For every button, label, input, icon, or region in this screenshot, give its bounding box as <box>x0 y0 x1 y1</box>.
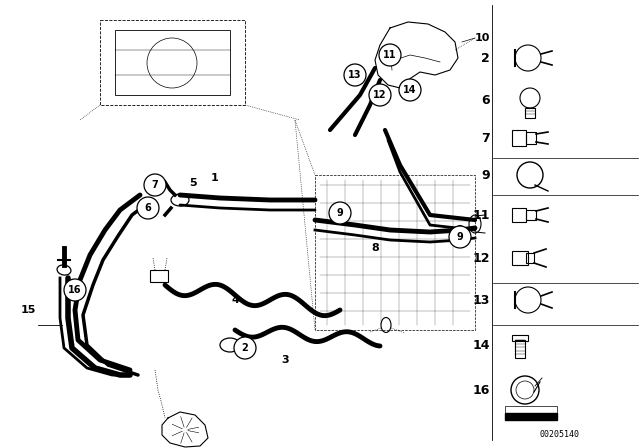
Text: 2: 2 <box>242 343 248 353</box>
Bar <box>115 30 230 95</box>
Bar <box>505 413 557 420</box>
Circle shape <box>234 337 256 359</box>
Bar <box>526 210 536 220</box>
Circle shape <box>344 64 366 86</box>
Text: 2: 2 <box>481 52 490 65</box>
Bar <box>526 253 534 263</box>
Circle shape <box>329 202 351 224</box>
Circle shape <box>64 279 86 301</box>
Circle shape <box>144 174 166 196</box>
Bar <box>512 130 526 146</box>
Text: 6: 6 <box>145 203 152 213</box>
Text: 9: 9 <box>481 168 490 181</box>
Bar <box>525 108 535 118</box>
Text: 5: 5 <box>189 178 197 188</box>
Bar <box>512 335 528 341</box>
Bar <box>526 132 536 144</box>
Text: 13: 13 <box>472 293 490 306</box>
Bar <box>515 340 525 358</box>
Circle shape <box>399 79 421 101</box>
Text: 15: 15 <box>20 305 36 315</box>
Text: 13: 13 <box>348 70 362 80</box>
Text: 6: 6 <box>481 94 490 107</box>
Text: 9: 9 <box>337 208 344 218</box>
Text: 00205140: 00205140 <box>540 430 580 439</box>
Bar <box>505 406 557 413</box>
Circle shape <box>449 226 471 248</box>
Text: 4: 4 <box>231 295 239 305</box>
Text: 7: 7 <box>481 132 490 145</box>
Text: 8: 8 <box>371 243 379 253</box>
Text: 16: 16 <box>472 383 490 396</box>
Text: 11: 11 <box>383 50 397 60</box>
Text: 10: 10 <box>475 33 490 43</box>
Text: 14: 14 <box>403 85 417 95</box>
Text: 9: 9 <box>456 232 463 242</box>
Text: 16: 16 <box>68 285 82 295</box>
Circle shape <box>369 84 391 106</box>
Text: 3: 3 <box>281 355 289 365</box>
Text: 14: 14 <box>472 339 490 352</box>
Text: 7: 7 <box>152 180 158 190</box>
Circle shape <box>137 197 159 219</box>
Circle shape <box>379 44 401 66</box>
Text: 1: 1 <box>211 173 219 183</box>
Text: 11: 11 <box>472 208 490 221</box>
Bar <box>512 251 528 265</box>
Bar <box>512 208 526 222</box>
Text: 12: 12 <box>472 251 490 264</box>
Text: 12: 12 <box>373 90 387 100</box>
Bar <box>150 270 168 282</box>
